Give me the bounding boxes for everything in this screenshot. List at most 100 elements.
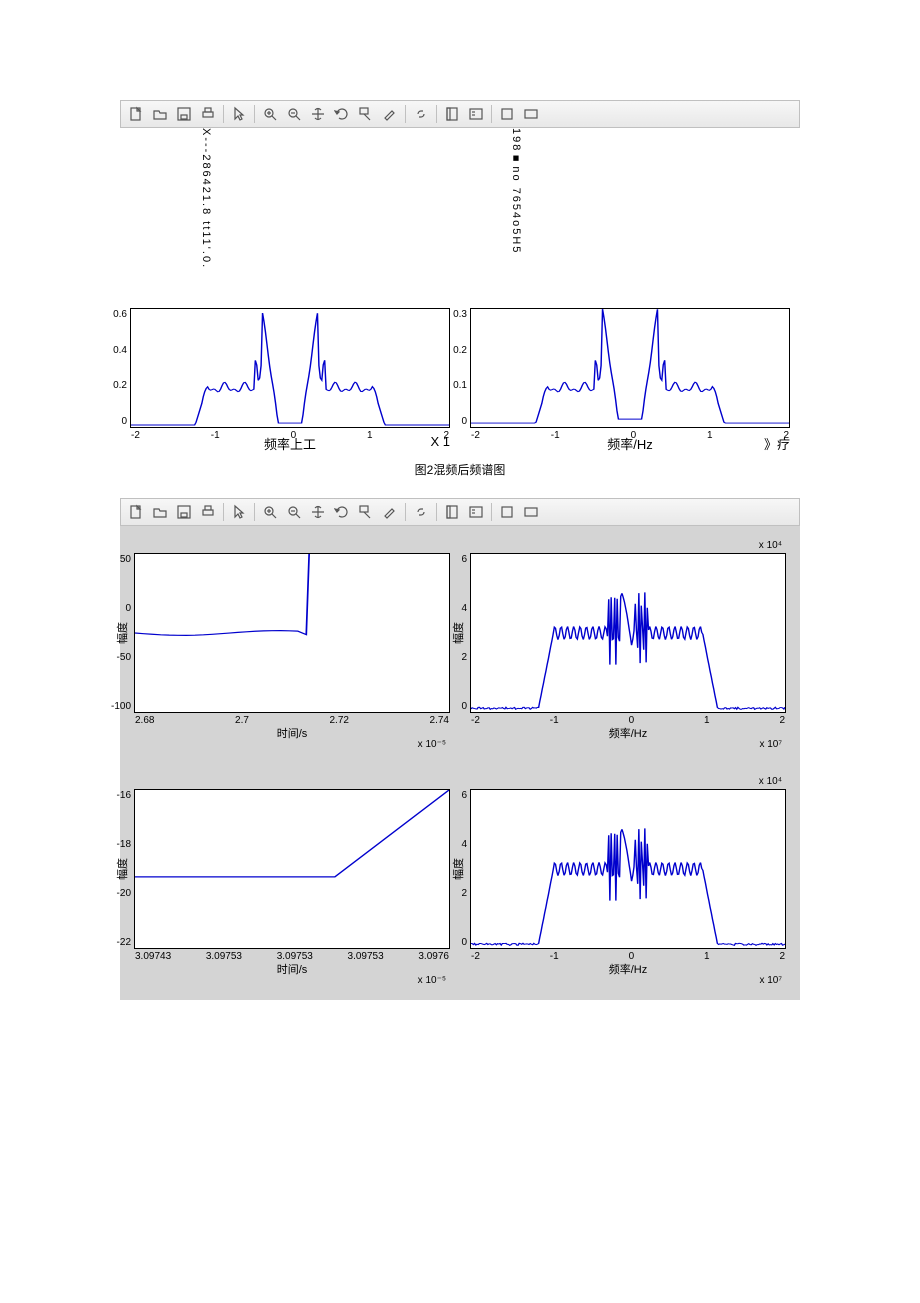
toolbar-2	[120, 498, 800, 526]
tick-label: 0	[437, 701, 467, 712]
toolbar-separator	[405, 503, 406, 521]
ytitle: x 10⁴	[470, 540, 782, 551]
tick-label: 0.4	[97, 345, 127, 356]
tick-label: 2	[779, 715, 785, 726]
tick-label: 1	[704, 715, 710, 726]
spectrum-left-svg	[131, 309, 449, 427]
xticks: -2-1012	[471, 715, 785, 726]
tick-label: 3.0976	[418, 951, 449, 962]
colorbar-icon[interactable]	[441, 103, 463, 125]
zoom-in-icon[interactable]	[259, 103, 281, 125]
yticks: 6420	[437, 554, 467, 712]
colorbar-icon[interactable]	[441, 501, 463, 523]
new-icon[interactable]	[125, 501, 147, 523]
hbox-icon[interactable]	[520, 501, 542, 523]
tick-label: -18	[101, 839, 131, 850]
spectrum-right-svg	[471, 309, 789, 427]
tick-label: 0.2	[97, 380, 127, 391]
toolbar-separator	[223, 105, 224, 123]
hbox-icon[interactable]	[520, 103, 542, 125]
figure1-plot-right: 0.30.20.10 -2-1012	[470, 308, 790, 428]
tick-label: 0.3	[437, 309, 467, 320]
tick-label: -2	[471, 951, 480, 962]
legend-icon[interactable]	[465, 103, 487, 125]
figure1-plot-left: 0.60.40.20 -2-1012	[130, 308, 450, 428]
tick-label: -1	[550, 951, 559, 962]
tick-label: -50	[101, 652, 131, 663]
tick-label: 2.68	[135, 715, 154, 726]
toolbar-separator	[405, 105, 406, 123]
pointer-icon[interactable]	[228, 103, 250, 125]
toolbar-separator	[254, 503, 255, 521]
toolbar-separator	[491, 503, 492, 521]
xlabel-right: 频率/Hz	[607, 437, 653, 452]
vertical-text-left: X---286421.8 tt11'.0.	[200, 128, 212, 269]
tick-label: -2	[471, 715, 480, 726]
tick-label: 0.1	[437, 380, 467, 391]
rotate-icon[interactable]	[331, 501, 353, 523]
tick-label: 0	[629, 951, 635, 962]
figure2-plot-0: 幅度 500-50-100 2.682.72.722.74 时间/s x 10⁻…	[134, 540, 450, 750]
link-icon[interactable]	[410, 103, 432, 125]
xlabel-right-right: 》疗	[764, 434, 790, 453]
datatip-icon[interactable]	[355, 103, 377, 125]
figure-1: X---286421.8 tt11'.0. 198■no 7654o5H5 0.…	[120, 100, 800, 478]
figure1-top-text-region: X---286421.8 tt11'.0. 198■no 7654o5H5	[120, 128, 800, 308]
toolbar-separator	[254, 105, 255, 123]
tick-label: 0	[101, 603, 131, 614]
yticks: -16-18-20-22	[101, 790, 131, 948]
tick-label: 2.74	[430, 715, 449, 726]
ytitle: x 10⁴	[470, 776, 782, 787]
xticks: 2.682.72.722.74	[135, 715, 449, 726]
toolbar-separator	[436, 105, 437, 123]
new-icon[interactable]	[125, 103, 147, 125]
toolbar-separator	[491, 105, 492, 123]
tick-label: 3.09743	[135, 951, 171, 962]
tick-label: 0	[97, 416, 127, 427]
open-icon[interactable]	[149, 103, 171, 125]
vertical-text-right: 198■no 7654o5H5	[510, 128, 522, 254]
xticks: 3.097433.097533.097533.097533.0976	[135, 951, 449, 962]
figure1-caption: 图2混频后频谱图	[120, 461, 800, 478]
tick-label: 0.6	[97, 309, 127, 320]
pointer-icon[interactable]	[228, 501, 250, 523]
figure2-plot-3: x 10⁴ 幅度 6420 -2-1012 频率/Hz x 10⁷	[470, 776, 786, 986]
tick-label: 4	[437, 839, 467, 850]
brush-icon[interactable]	[379, 501, 401, 523]
link-icon[interactable]	[410, 501, 432, 523]
tick-label: -20	[101, 888, 131, 899]
yticks: 6420	[437, 790, 467, 948]
tick-label: 2.7	[235, 715, 249, 726]
figure1-xlabels: 频率上工 X 1 频率/Hz 》疗	[120, 434, 800, 453]
tick-label: 2	[779, 951, 785, 962]
pan-icon[interactable]	[307, 103, 329, 125]
figure2-plot-1: x 10⁴ 幅度 6420 -2-1012 频率/Hz x 10⁷	[470, 540, 786, 750]
open-icon[interactable]	[149, 501, 171, 523]
tick-label: -22	[101, 937, 131, 948]
vbox-icon[interactable]	[496, 103, 518, 125]
tick-label: 0	[437, 937, 467, 948]
tick-label: 50	[101, 554, 131, 565]
print-icon[interactable]	[197, 103, 219, 125]
xlabel-left-right: X 1	[430, 434, 450, 449]
save-icon[interactable]	[173, 103, 195, 125]
datatip-icon[interactable]	[355, 501, 377, 523]
save-icon[interactable]	[173, 501, 195, 523]
figure2-plot-2: 幅度 -16-18-20-22 3.097433.097533.097533.0…	[134, 776, 450, 986]
vbox-icon[interactable]	[496, 501, 518, 523]
print-icon[interactable]	[197, 501, 219, 523]
rotate-icon[interactable]	[331, 103, 353, 125]
brush-icon[interactable]	[379, 103, 401, 125]
zoom-out-icon[interactable]	[283, 103, 305, 125]
zoom-in-icon[interactable]	[259, 501, 281, 523]
tick-label: 0.2	[437, 345, 467, 356]
zoom-out-icon[interactable]	[283, 501, 305, 523]
legend-icon[interactable]	[465, 501, 487, 523]
figure-2: 幅度 500-50-100 2.682.72.722.74 时间/s x 10⁻…	[120, 498, 800, 1000]
xticks: -2-1012	[471, 951, 785, 962]
figure1-plot-grid: 0.60.40.20 -2-1012 0.30.20.10 -2-1012	[120, 308, 800, 428]
tick-label: 6	[437, 554, 467, 565]
pan-icon[interactable]	[307, 501, 329, 523]
figure2-canvas: 幅度 500-50-100 2.682.72.722.74 时间/s x 10⁻…	[120, 526, 800, 1000]
yticks: 0.30.20.10	[437, 309, 467, 427]
